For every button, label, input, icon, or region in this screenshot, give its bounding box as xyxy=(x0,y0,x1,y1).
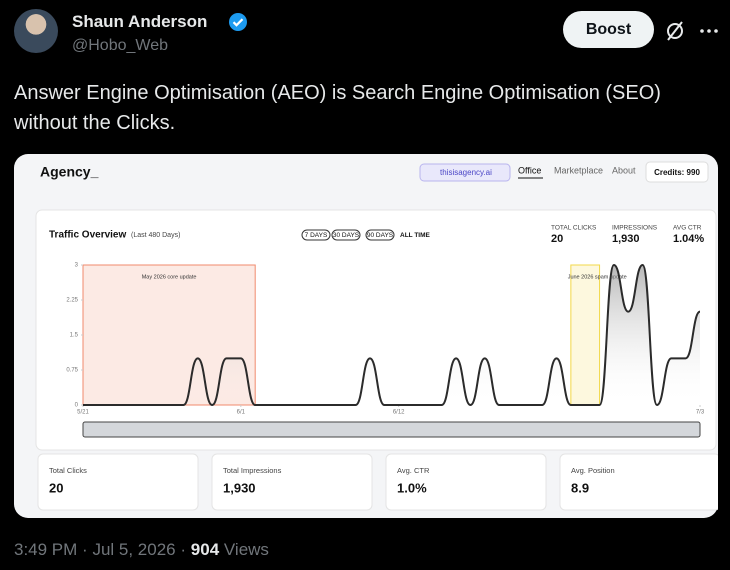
summary-label: AVG CTR xyxy=(673,225,702,232)
nav-item[interactable]: Office xyxy=(518,165,541,175)
y-tick-label: 0 xyxy=(75,403,79,409)
stat-label: Total Impressions xyxy=(223,466,282,475)
stat-card xyxy=(559,453,718,511)
domain: thisisagency.ai xyxy=(440,168,492,177)
stat-value: 1.0% xyxy=(397,480,427,495)
summary-value: 20 xyxy=(551,233,563,245)
verified-badge xyxy=(229,13,247,31)
credits: Credits: 990 xyxy=(654,168,700,177)
stat-value: 8.9 xyxy=(571,480,589,495)
annotation-label: June 2026 spam update xyxy=(568,274,627,280)
annotation-band xyxy=(570,264,601,406)
tweet-meta: 3:49 PM · Jul 5, 2026 · 904 Views xyxy=(14,540,269,560)
author-handle[interactable]: @Hobo_Web xyxy=(72,37,168,54)
y-tick-label: 0.75 xyxy=(66,368,78,374)
boost-button[interactable]: Boost xyxy=(563,11,654,48)
panel-subtitle: (Last 480 Days) xyxy=(131,232,180,239)
range-button[interactable]: 30 DAYS xyxy=(333,232,360,239)
area xyxy=(83,265,700,405)
view-count[interactable]: 904 xyxy=(190,540,220,559)
avatar[interactable] xyxy=(14,9,58,53)
summary-label: IMPRESSIONS xyxy=(612,225,658,232)
stat-value: 1,930 xyxy=(223,480,256,495)
tweet-icons[interactable] xyxy=(664,19,724,43)
y-tick-label: 3 xyxy=(75,263,79,269)
stat-card xyxy=(211,453,373,511)
range-button-frame xyxy=(365,229,395,241)
summary-label: TOTAL CLICKS xyxy=(551,225,597,232)
stat-value: 20 xyxy=(49,480,63,495)
y-tick-label: 1.5 xyxy=(70,333,79,339)
views-label: Views xyxy=(223,540,269,559)
stat-card xyxy=(37,453,199,511)
summary-value: 1,930 xyxy=(612,233,640,245)
brand: Agency_ xyxy=(40,164,99,180)
range-button-frame xyxy=(301,229,331,241)
stat-card xyxy=(385,453,547,511)
x-tick-label: 6/1 xyxy=(237,410,246,416)
line xyxy=(83,263,701,407)
x-tick-label: 6/12 xyxy=(393,410,405,416)
nav-item[interactable]: Marketplace xyxy=(554,165,603,175)
embedded-image[interactable]: Agency_ thisisagency.ai Office Marketpla… xyxy=(14,154,718,518)
time: 3:49 PM xyxy=(14,540,78,559)
date: Jul 5, 2026 xyxy=(92,540,176,559)
range-button-frame xyxy=(331,229,361,241)
panel-title: Traffic Overview xyxy=(49,230,126,241)
author-name[interactable]: Shaun Anderson xyxy=(72,12,208,31)
y-tick-label: 2.25 xyxy=(66,298,78,304)
annotation-label: May 2026 core update xyxy=(142,274,197,280)
range-button[interactable]: 90 DAYS xyxy=(367,232,394,239)
stat-label: Total Clicks xyxy=(49,466,87,475)
separator: · xyxy=(82,540,88,559)
nav-item[interactable]: About xyxy=(612,165,636,175)
stat-label: Avg. CTR xyxy=(397,466,430,475)
tweet-text: Answer Engine Optimisation (AEO) is Sear… xyxy=(14,82,661,134)
x-tick-label: 7/3 xyxy=(696,410,705,416)
separator: · xyxy=(180,540,187,559)
x-tick-label: 5/21 xyxy=(77,410,89,416)
stat-label: Avg. Position xyxy=(571,466,615,475)
range-button[interactable]: 7 DAYS xyxy=(305,232,328,239)
summary-value: 1.04% xyxy=(673,233,704,245)
range-button[interactable]: ALL TIME xyxy=(400,232,431,239)
